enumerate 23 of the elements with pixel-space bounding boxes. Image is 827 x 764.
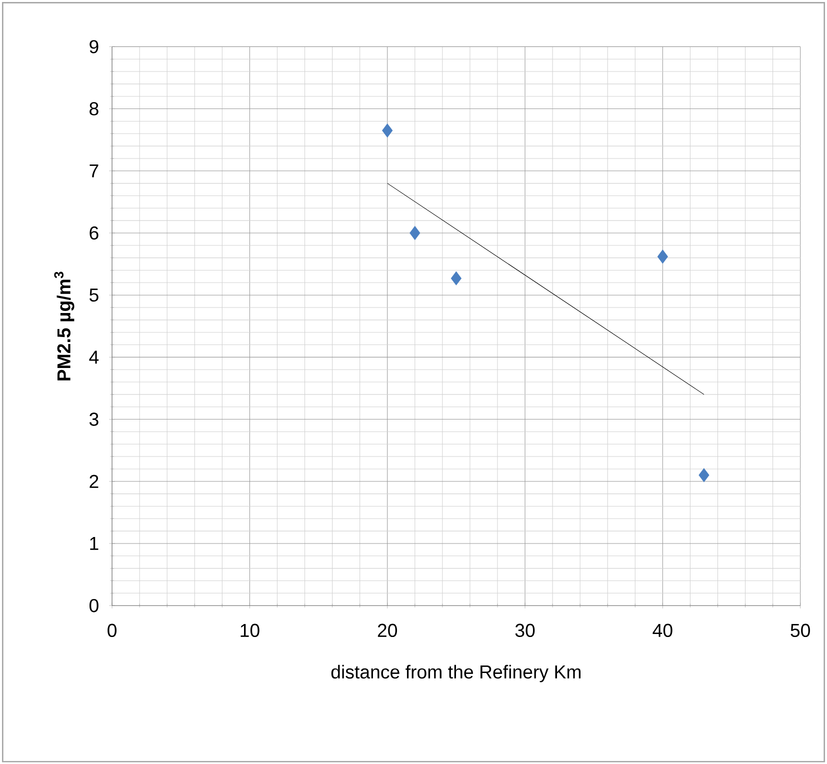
point <box>410 226 420 240</box>
x-axis-title: distance from the Refinery Km <box>331 664 581 682</box>
x-tick-label: 40 <box>652 624 672 637</box>
point <box>657 249 668 264</box>
x-tick-label: 0 <box>108 624 117 637</box>
point <box>450 271 462 286</box>
y-tick-label: 8 <box>90 102 98 116</box>
point <box>382 123 393 138</box>
y-tick-label: 0 <box>90 598 98 612</box>
y-tick-label: 6 <box>90 226 98 240</box>
point <box>698 468 710 482</box>
y-tick-label: 7 <box>90 164 98 178</box>
x-tick-label: 10 <box>240 624 260 637</box>
y-tick-label: 4 <box>89 350 99 364</box>
y-tick-label: 5 <box>90 288 98 302</box>
y-tick-label: 1 <box>90 536 98 550</box>
y-tick-label: 3 <box>89 412 98 426</box>
y-tick-label: 9 <box>90 40 98 54</box>
x-tick-label: 50 <box>790 624 810 637</box>
y-axis-title: PM2.5 µg/m$^{3}$ <box>54 272 74 380</box>
x-tick-label: 20 <box>378 624 398 637</box>
x-tick-label: 30 <box>515 624 535 637</box>
y-tick-label: 2 <box>90 474 98 488</box>
